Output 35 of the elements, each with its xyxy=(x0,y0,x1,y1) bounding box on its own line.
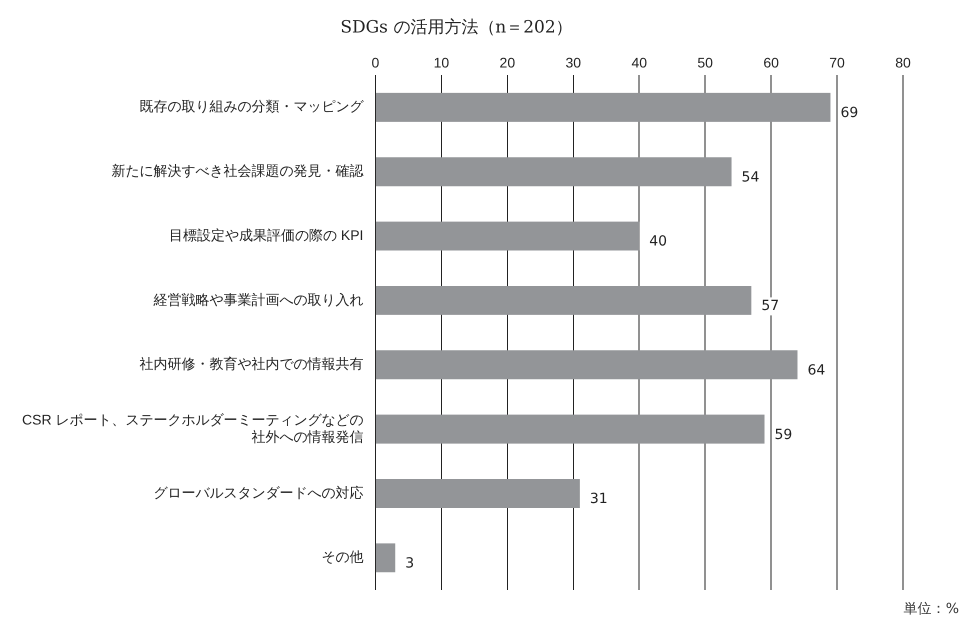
y-tick-label: 目標設定や成果評価の際の KPI xyxy=(168,226,364,243)
bar xyxy=(376,286,752,315)
y-tick-label: 社内研修・教育や社内での情報共有 xyxy=(139,356,364,372)
bar xyxy=(376,92,830,122)
x-tick-label: 50 xyxy=(697,54,714,71)
data-label: 40 xyxy=(649,234,668,250)
data-label: 54 xyxy=(742,169,760,186)
y-tick-label: グローバルスタンダードへの対応 xyxy=(153,484,364,500)
x-tick-label: 80 xyxy=(895,54,911,71)
bar xyxy=(376,478,580,508)
data-label: 69 xyxy=(840,105,858,122)
data-label: 31 xyxy=(590,491,608,508)
bar xyxy=(376,222,640,251)
y-tick-label: CSR レポート、ステークホルダーミーティングなどの社外への情報発信 xyxy=(22,412,364,444)
data-label: 57 xyxy=(761,298,780,314)
text: 単位：% xyxy=(904,600,959,618)
bar xyxy=(376,350,798,380)
bar xyxy=(376,157,732,186)
bar xyxy=(376,543,396,572)
data-label: 3 xyxy=(405,555,414,572)
data-label: 59 xyxy=(774,426,792,443)
x-tick-label: 30 xyxy=(565,54,582,71)
data-label: 64 xyxy=(807,362,826,378)
bar xyxy=(376,414,765,444)
chart-title: SDGs の活用方法（n＝202） xyxy=(340,18,573,38)
y-tick-label: 経営戦略や事業計画への取り入れ xyxy=(152,291,364,308)
x-tick-label: 40 xyxy=(631,54,648,71)
x-tick-label: 10 xyxy=(434,54,450,71)
x-tick-label: 60 xyxy=(763,54,780,71)
y-tick-label: 既存の取り組みの分類・マッピング xyxy=(139,98,364,114)
x-tick-label: 70 xyxy=(829,54,846,71)
x-tick-label: 20 xyxy=(500,54,516,71)
y-tick-label: 新たに解決すべき社会課題の発見・確認 xyxy=(111,162,364,179)
x-tick-label: 0 xyxy=(372,54,380,71)
y-tick-label: その他 xyxy=(321,548,364,565)
